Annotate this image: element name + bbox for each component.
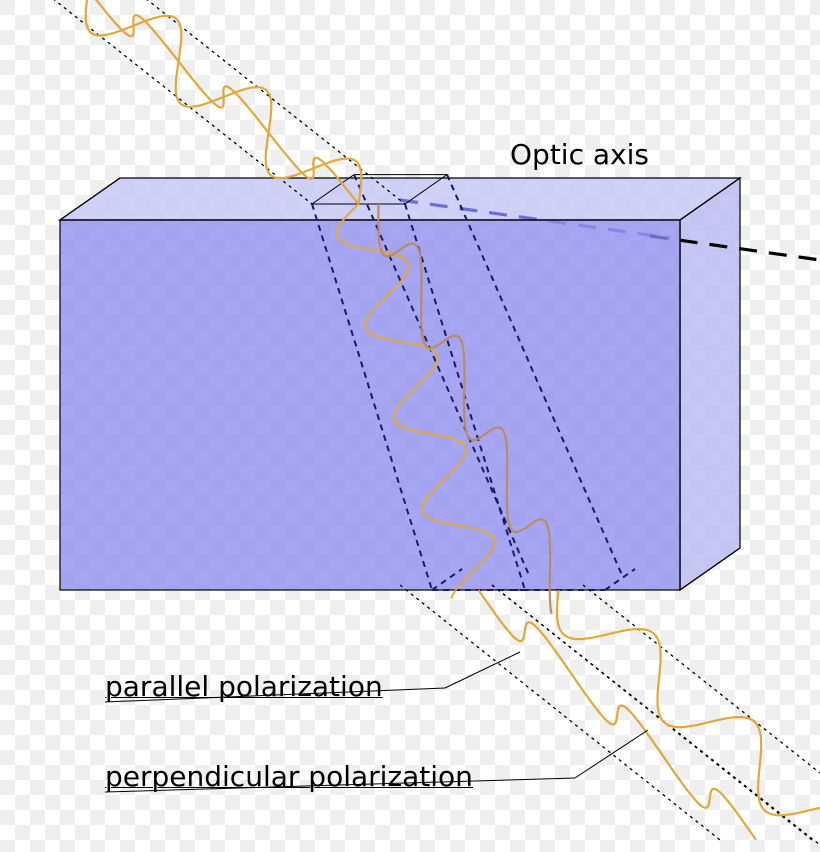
- optic-axis-label: Optic axis: [510, 138, 649, 171]
- crystal-top-face: [60, 178, 740, 220]
- perpendicular-polarization-label: perpendicular polarization: [105, 760, 473, 793]
- crystal-side-face: [680, 178, 740, 590]
- crystal-front-face: [60, 220, 680, 590]
- parallel-polarization-label: parallel polarization: [105, 670, 383, 703]
